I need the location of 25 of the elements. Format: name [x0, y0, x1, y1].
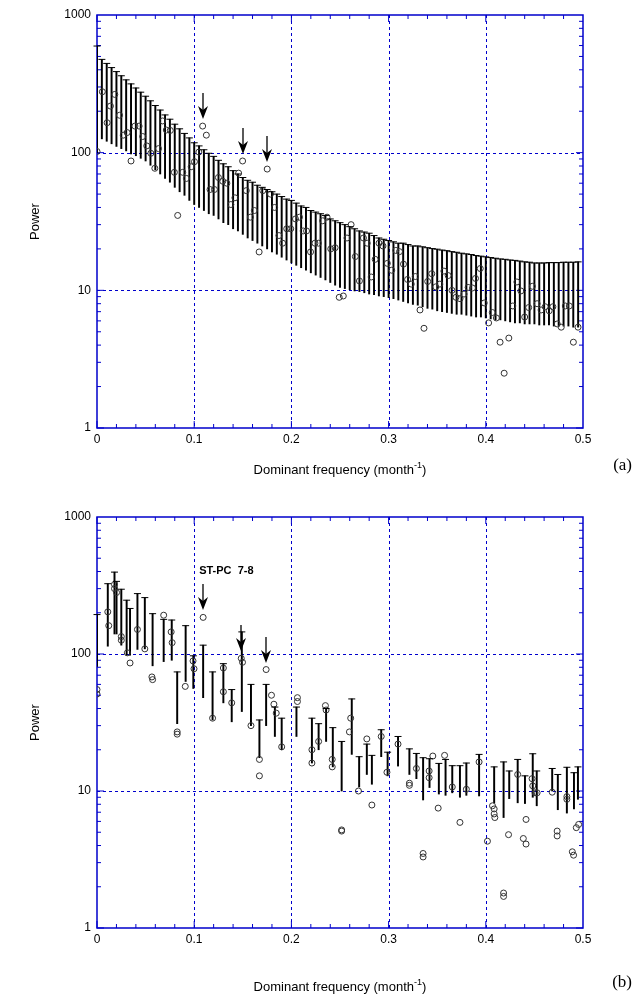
y-tick-label: 1000 — [64, 7, 92, 22]
annotation: ST-PC 7-8 — [199, 564, 254, 577]
y-tick-label: 10 — [77, 783, 92, 798]
y-tick-label: 1 — [84, 420, 92, 435]
x-tick-label: 0.4 — [477, 931, 495, 946]
x-tick-label: 0 — [93, 931, 101, 946]
x-tick-label: 0.3 — [380, 931, 398, 946]
x-tick-label: 0.1 — [185, 931, 203, 946]
x-tick-label: 0.4 — [477, 431, 495, 446]
y-tick-label: 10 — [77, 282, 92, 297]
text: (b) — [612, 972, 633, 992]
x-tick-label: 0.2 — [283, 931, 301, 946]
y-tick-label: 100 — [70, 646, 92, 661]
x-tick-label: 0 — [93, 431, 101, 446]
x-tick-label: 0.1 — [185, 431, 203, 446]
y-axis-title: Power — [26, 202, 42, 240]
x-tick-label: 0.3 — [380, 431, 398, 446]
x-tick-label: 0.2 — [283, 431, 301, 446]
y-tick-label: 1000 — [64, 509, 92, 524]
x-tick-label: 0.5 — [574, 431, 592, 446]
x-tick-label: 0.5 — [574, 931, 592, 946]
y-tick-label: 1 — [84, 920, 92, 935]
y-tick-label: 100 — [70, 144, 92, 159]
text: (a) — [613, 455, 633, 475]
y-axis-title: Power — [26, 703, 42, 741]
